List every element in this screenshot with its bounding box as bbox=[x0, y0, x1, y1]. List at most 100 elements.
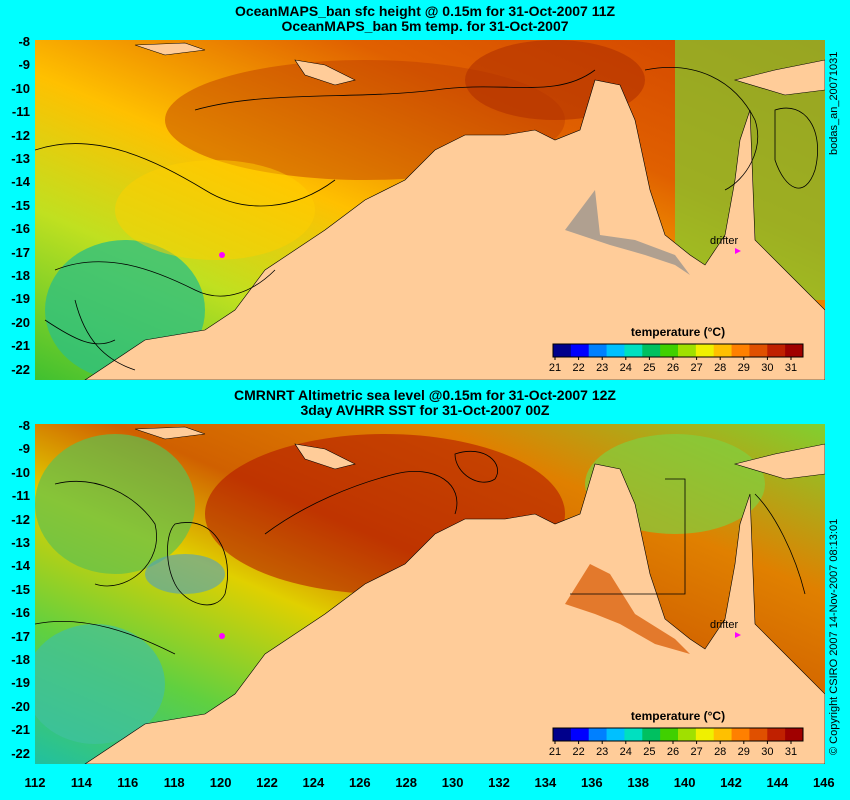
colorbar-segment bbox=[553, 728, 572, 741]
colorbar-segment bbox=[570, 344, 590, 357]
colorbar-segment bbox=[767, 344, 786, 357]
top-y-tick: -11 bbox=[11, 104, 30, 120]
bottom-y-tick: -21 bbox=[11, 722, 30, 738]
x-tick: 124 bbox=[302, 775, 325, 790]
bottom-y-tick: -12 bbox=[11, 511, 30, 527]
top-y-tick: -20 bbox=[11, 314, 30, 330]
bottom-island-3 bbox=[733, 443, 825, 480]
colorbar-segment bbox=[731, 344, 750, 357]
top-drifter-track bbox=[219, 252, 225, 258]
top-drifter-label: drifter bbox=[710, 235, 738, 247]
bottom-y-tick: -22 bbox=[11, 745, 30, 761]
bottom-colorbar: temperature (°C) 21 22 23 24 25 26 27 28 29 30 31 bbox=[549, 709, 804, 758]
colorbar-segment bbox=[588, 344, 608, 357]
colorbar-tick-label: 26 bbox=[667, 746, 679, 758]
colorbar-segment bbox=[624, 728, 643, 741]
x-tick: 122 bbox=[256, 775, 278, 790]
colorbar-tick-label: 30 bbox=[761, 362, 773, 374]
top-y-tick: -9 bbox=[18, 57, 30, 73]
bottom-y-tick: -10 bbox=[11, 464, 30, 480]
top-shelf-region bbox=[565, 190, 690, 275]
bottom-temperature-map: drifter temperature (°C) 21 22 23 24 25 26 27 2… bbox=[35, 424, 825, 764]
colorbar-border bbox=[552, 727, 804, 742]
colorbar-segment bbox=[642, 728, 661, 741]
colorbar-segment bbox=[678, 728, 697, 741]
colorbar-tick-label: 23 bbox=[596, 746, 608, 758]
bottom-y-tick: -16 bbox=[11, 605, 30, 621]
colorbar-segment bbox=[767, 728, 786, 741]
bottom-y-tick: -18 bbox=[11, 652, 30, 667]
top-colorbar-label: temperature (°C) bbox=[631, 325, 725, 339]
colorbar-tick-label: 29 bbox=[738, 362, 750, 374]
top-colorbar: temperature (°C) 21 22 23 24 25 26 27 28 29 30 31 bbox=[549, 325, 804, 374]
top-drifter-marker bbox=[735, 248, 741, 254]
colorbar-segment bbox=[606, 344, 625, 357]
bottom-y-tick: -11 bbox=[11, 488, 30, 504]
top-island-1 bbox=[294, 59, 356, 86]
top-island-3 bbox=[733, 59, 825, 96]
top-land-mass bbox=[84, 79, 825, 380]
x-tick: 128 bbox=[395, 775, 418, 790]
bottom-title-line-2: 3day AVHRR SST for 31-Oct-2007 00Z bbox=[300, 402, 550, 418]
x-tick: 112 bbox=[24, 775, 46, 790]
colorbar-segment bbox=[588, 728, 608, 741]
bottom-drifter-track bbox=[219, 633, 225, 639]
bottom-y-tick: -15 bbox=[11, 581, 30, 597]
bottom-land-mass bbox=[84, 463, 825, 764]
top-y-tick: -21 bbox=[11, 338, 30, 354]
top-y-tick: -12 bbox=[11, 127, 30, 143]
colorbar-segment bbox=[713, 344, 733, 357]
bottom-side-label: © Copyright CSIRO 2007 14-Nov-2007 08:13… bbox=[828, 518, 840, 755]
colorbar-tick-label: 31 bbox=[785, 746, 797, 758]
colorbar-border bbox=[552, 343, 804, 358]
x-tick: 130 bbox=[441, 775, 464, 790]
colorbar-segment bbox=[695, 344, 715, 357]
x-tick: 144 bbox=[766, 775, 789, 790]
colorbar-tick-label: 25 bbox=[643, 746, 655, 758]
colorbar-tick-label: 31 bbox=[785, 362, 797, 374]
colorbar-segment bbox=[749, 728, 768, 741]
colorbar-segment bbox=[553, 344, 572, 357]
x-tick: 134 bbox=[534, 775, 557, 790]
bottom-island-1 bbox=[294, 443, 356, 470]
colorbar-tick-label: 24 bbox=[620, 362, 632, 374]
colorbar-segment bbox=[785, 344, 804, 357]
bottom-y-tick: -20 bbox=[11, 698, 30, 714]
bottom-contours bbox=[35, 450, 806, 655]
top-side-label: bodas_an_20071031 bbox=[828, 51, 840, 155]
colorbar-tick-label: 28 bbox=[714, 362, 726, 374]
colorbar-tick-label: 25 bbox=[643, 362, 655, 374]
x-tick: 138 bbox=[627, 775, 650, 790]
bottom-colorbar-label: temperature (°C) bbox=[631, 709, 725, 723]
top-island-2 bbox=[134, 42, 206, 56]
bottom-island-2 bbox=[134, 426, 206, 440]
colorbar-segment bbox=[731, 728, 750, 741]
colorbar-tick-label: 21 bbox=[549, 362, 561, 374]
colorbar-tick-label: 24 bbox=[620, 746, 632, 758]
colorbar-segment bbox=[660, 344, 679, 357]
x-tick: 116 bbox=[117, 775, 139, 790]
top-y-tick: -18 bbox=[11, 268, 30, 283]
top-temperature-map: drifter temperature (°C) 21 22 23 24 25 26 27 2… bbox=[35, 40, 825, 380]
colorbar-segment bbox=[570, 728, 590, 741]
bottom-y-tick: -19 bbox=[11, 675, 30, 691]
colorbar-tick-label: 28 bbox=[714, 746, 726, 758]
top-title-line-2: OceanMAPS_ban 5m temp. for 31-Oct-2007 bbox=[281, 18, 569, 34]
top-contours bbox=[35, 67, 818, 371]
colorbar-tick-label: 22 bbox=[572, 362, 584, 374]
x-tick: 132 bbox=[488, 775, 510, 790]
colorbar-tick-label: 27 bbox=[690, 746, 702, 758]
x-tick: 136 bbox=[580, 775, 603, 790]
bottom-title-line-1: CMRNRT Altimetric sea level @0.15m for 3… bbox=[234, 387, 616, 403]
bottom-drifter-marker bbox=[735, 632, 741, 638]
colorbar-tick-label: 27 bbox=[690, 362, 702, 374]
colorbar-segment bbox=[660, 728, 679, 741]
x-tick: 140 bbox=[673, 775, 696, 790]
colorbar-tick-label: 30 bbox=[761, 746, 773, 758]
colorbar-tick-label: 21 bbox=[549, 746, 561, 758]
colorbar-segment bbox=[624, 344, 643, 357]
top-y-tick: -8 bbox=[18, 34, 30, 49]
bottom-coastal-warm bbox=[565, 564, 690, 654]
x-tick: 142 bbox=[720, 775, 742, 790]
top-y-tick: -16 bbox=[11, 221, 30, 237]
